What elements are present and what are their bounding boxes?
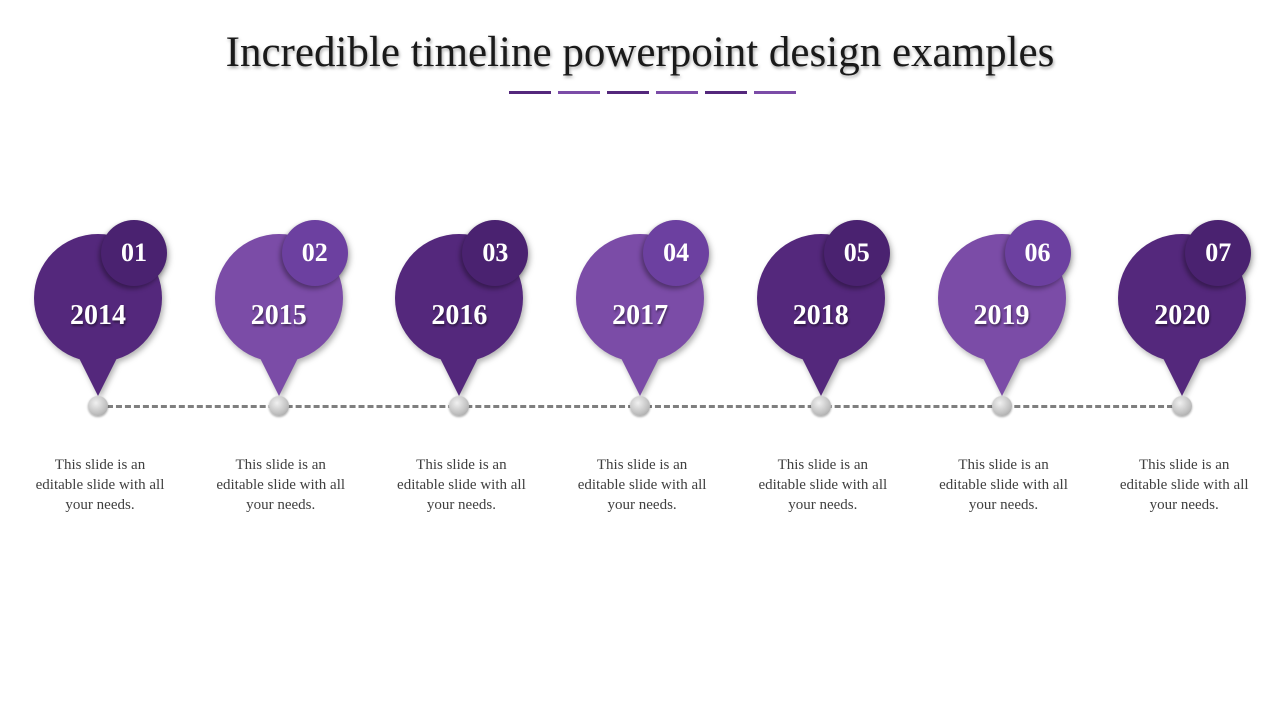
underline-segment xyxy=(509,91,551,94)
marker-year: 2016 xyxy=(431,300,488,331)
marker-year: 2014 xyxy=(70,300,126,331)
timeline-node xyxy=(630,396,651,416)
marker-description: This slide is an editable slide with all… xyxy=(1119,457,1249,513)
marker-description: This slide is an editable slide with all… xyxy=(939,457,1068,513)
marker-description: This slide is an editable slide with all… xyxy=(397,457,526,513)
marker-description: This slide is an editable slide with all… xyxy=(577,457,707,513)
timeline-node xyxy=(268,396,289,416)
timeline-marker: 2019 06 xyxy=(937,220,1071,396)
marker-number-badge: 05 xyxy=(823,220,890,286)
timeline-node xyxy=(810,396,831,416)
marker-description: This slide is an editable slide with all… xyxy=(35,457,165,513)
timeline-node xyxy=(88,396,108,416)
timeline-node xyxy=(991,396,1012,416)
timeline-node xyxy=(449,396,470,416)
marker-number-badge: 03 xyxy=(462,220,529,286)
marker-number-badge: 02 xyxy=(281,220,348,286)
marker-number-badge: 06 xyxy=(1004,220,1071,286)
timeline-marker: 2015 02 xyxy=(214,220,348,396)
timeline-marker: 2017 04 xyxy=(575,220,710,396)
timeline-node xyxy=(1172,396,1193,416)
marker-description: This slide is an editable slide with all… xyxy=(758,457,888,513)
timeline-marker: 2014 01 xyxy=(33,220,167,396)
marker-year: 2020 xyxy=(1154,300,1211,331)
underline-segment xyxy=(558,91,600,94)
marker-year: 2017 xyxy=(612,300,669,331)
timeline-marker: 2016 03 xyxy=(394,220,529,396)
timeline-marker: 2020 07 xyxy=(1117,220,1252,396)
underline-segment xyxy=(607,91,649,94)
underline-segment xyxy=(656,91,698,94)
marker-year: 2019 xyxy=(973,300,1030,331)
underline-segment xyxy=(754,91,796,94)
marker-year: 2015 xyxy=(250,300,307,331)
marker-number-badge: 01 xyxy=(101,220,167,286)
underline-segment xyxy=(705,91,747,94)
title-underline xyxy=(509,91,796,94)
marker-number-badge: 07 xyxy=(1185,220,1252,286)
marker-number-badge: 04 xyxy=(643,220,710,286)
marker-description: This slide is an editable slide with all… xyxy=(216,457,346,513)
slide-title: Incredible timeline powerpoint design ex… xyxy=(225,29,1055,76)
marker-year: 2018 xyxy=(792,300,849,331)
timeline-marker: 2018 05 xyxy=(756,220,890,396)
